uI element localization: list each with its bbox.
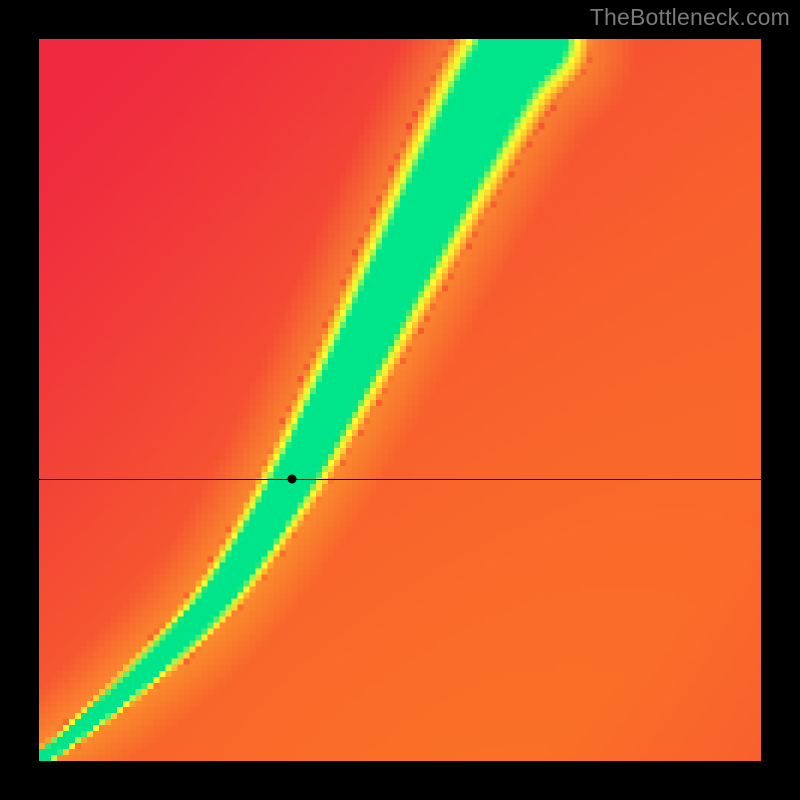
plot-area: [39, 39, 761, 761]
attribution-text: TheBottleneck.com: [590, 4, 790, 31]
heatmap-canvas: [39, 39, 761, 761]
page-root: TheBottleneck.com: [0, 0, 800, 800]
crosshair-vertical: [292, 761, 293, 800]
crosshair-horizontal: [39, 479, 761, 480]
marker-dot: [287, 475, 296, 484]
